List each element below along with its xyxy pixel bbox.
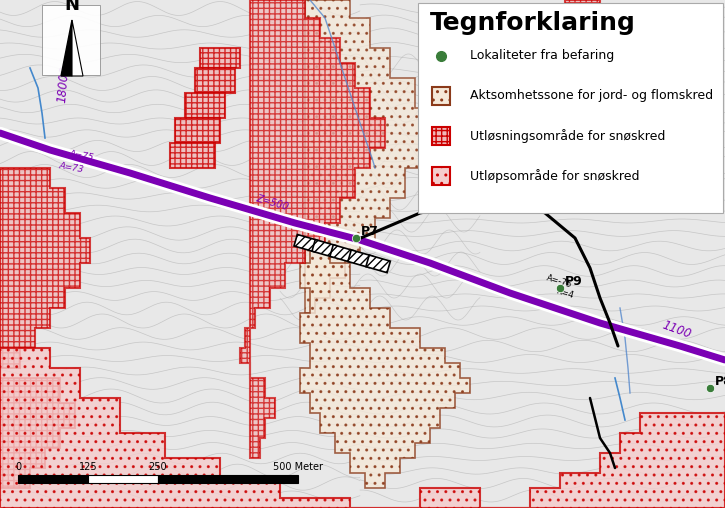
Bar xyxy=(88,475,158,483)
Text: A=-75: A=-75 xyxy=(545,274,573,290)
Text: 18000: 18000 xyxy=(55,65,71,103)
Polygon shape xyxy=(185,93,225,118)
Text: Utløsningsområde for snøskred: Utløsningsområde for snøskred xyxy=(470,129,666,143)
Polygon shape xyxy=(305,0,430,313)
Text: 0: 0 xyxy=(15,462,21,472)
Polygon shape xyxy=(61,20,72,76)
Text: P9: P9 xyxy=(565,275,583,288)
Polygon shape xyxy=(565,0,640,100)
Polygon shape xyxy=(72,20,83,76)
Polygon shape xyxy=(200,48,240,68)
Text: Aktsomhetssone for jord- og flomskred: Aktsomhetssone for jord- og flomskred xyxy=(470,89,713,103)
Bar xyxy=(432,87,450,105)
Polygon shape xyxy=(635,128,680,168)
Text: Tegnforklaring: Tegnforklaring xyxy=(430,11,636,35)
Text: Z=500: Z=500 xyxy=(255,193,290,212)
Bar xyxy=(330,245,355,262)
Text: A=75: A=75 xyxy=(68,149,94,162)
Text: P7: P7 xyxy=(361,225,379,238)
Polygon shape xyxy=(240,0,385,458)
Polygon shape xyxy=(0,348,725,508)
Text: P8: P8 xyxy=(715,375,725,388)
Text: R=4: R=4 xyxy=(555,286,575,300)
Bar xyxy=(348,250,373,268)
Polygon shape xyxy=(0,168,90,368)
Polygon shape xyxy=(175,118,220,143)
Bar xyxy=(366,255,390,273)
Text: Lokaliteter fra befaring: Lokaliteter fra befaring xyxy=(470,49,614,62)
Text: N: N xyxy=(65,0,80,14)
Text: 125: 125 xyxy=(79,462,97,472)
Polygon shape xyxy=(0,378,75,488)
Polygon shape xyxy=(170,143,215,168)
Text: A=73: A=73 xyxy=(58,161,84,174)
Bar xyxy=(294,235,318,252)
Bar xyxy=(42,5,100,75)
Bar xyxy=(312,240,336,257)
Text: 250: 250 xyxy=(149,462,167,472)
Text: Utløpsområde for snøskred: Utløpsområde for snøskred xyxy=(470,169,639,183)
Bar xyxy=(432,167,450,185)
Bar xyxy=(418,3,723,213)
Polygon shape xyxy=(300,243,470,488)
Polygon shape xyxy=(195,68,235,93)
Bar xyxy=(432,127,450,145)
Bar xyxy=(18,475,88,483)
Text: 500 Meter: 500 Meter xyxy=(273,462,323,472)
Text: 1100: 1100 xyxy=(660,319,692,341)
Bar xyxy=(158,475,298,483)
